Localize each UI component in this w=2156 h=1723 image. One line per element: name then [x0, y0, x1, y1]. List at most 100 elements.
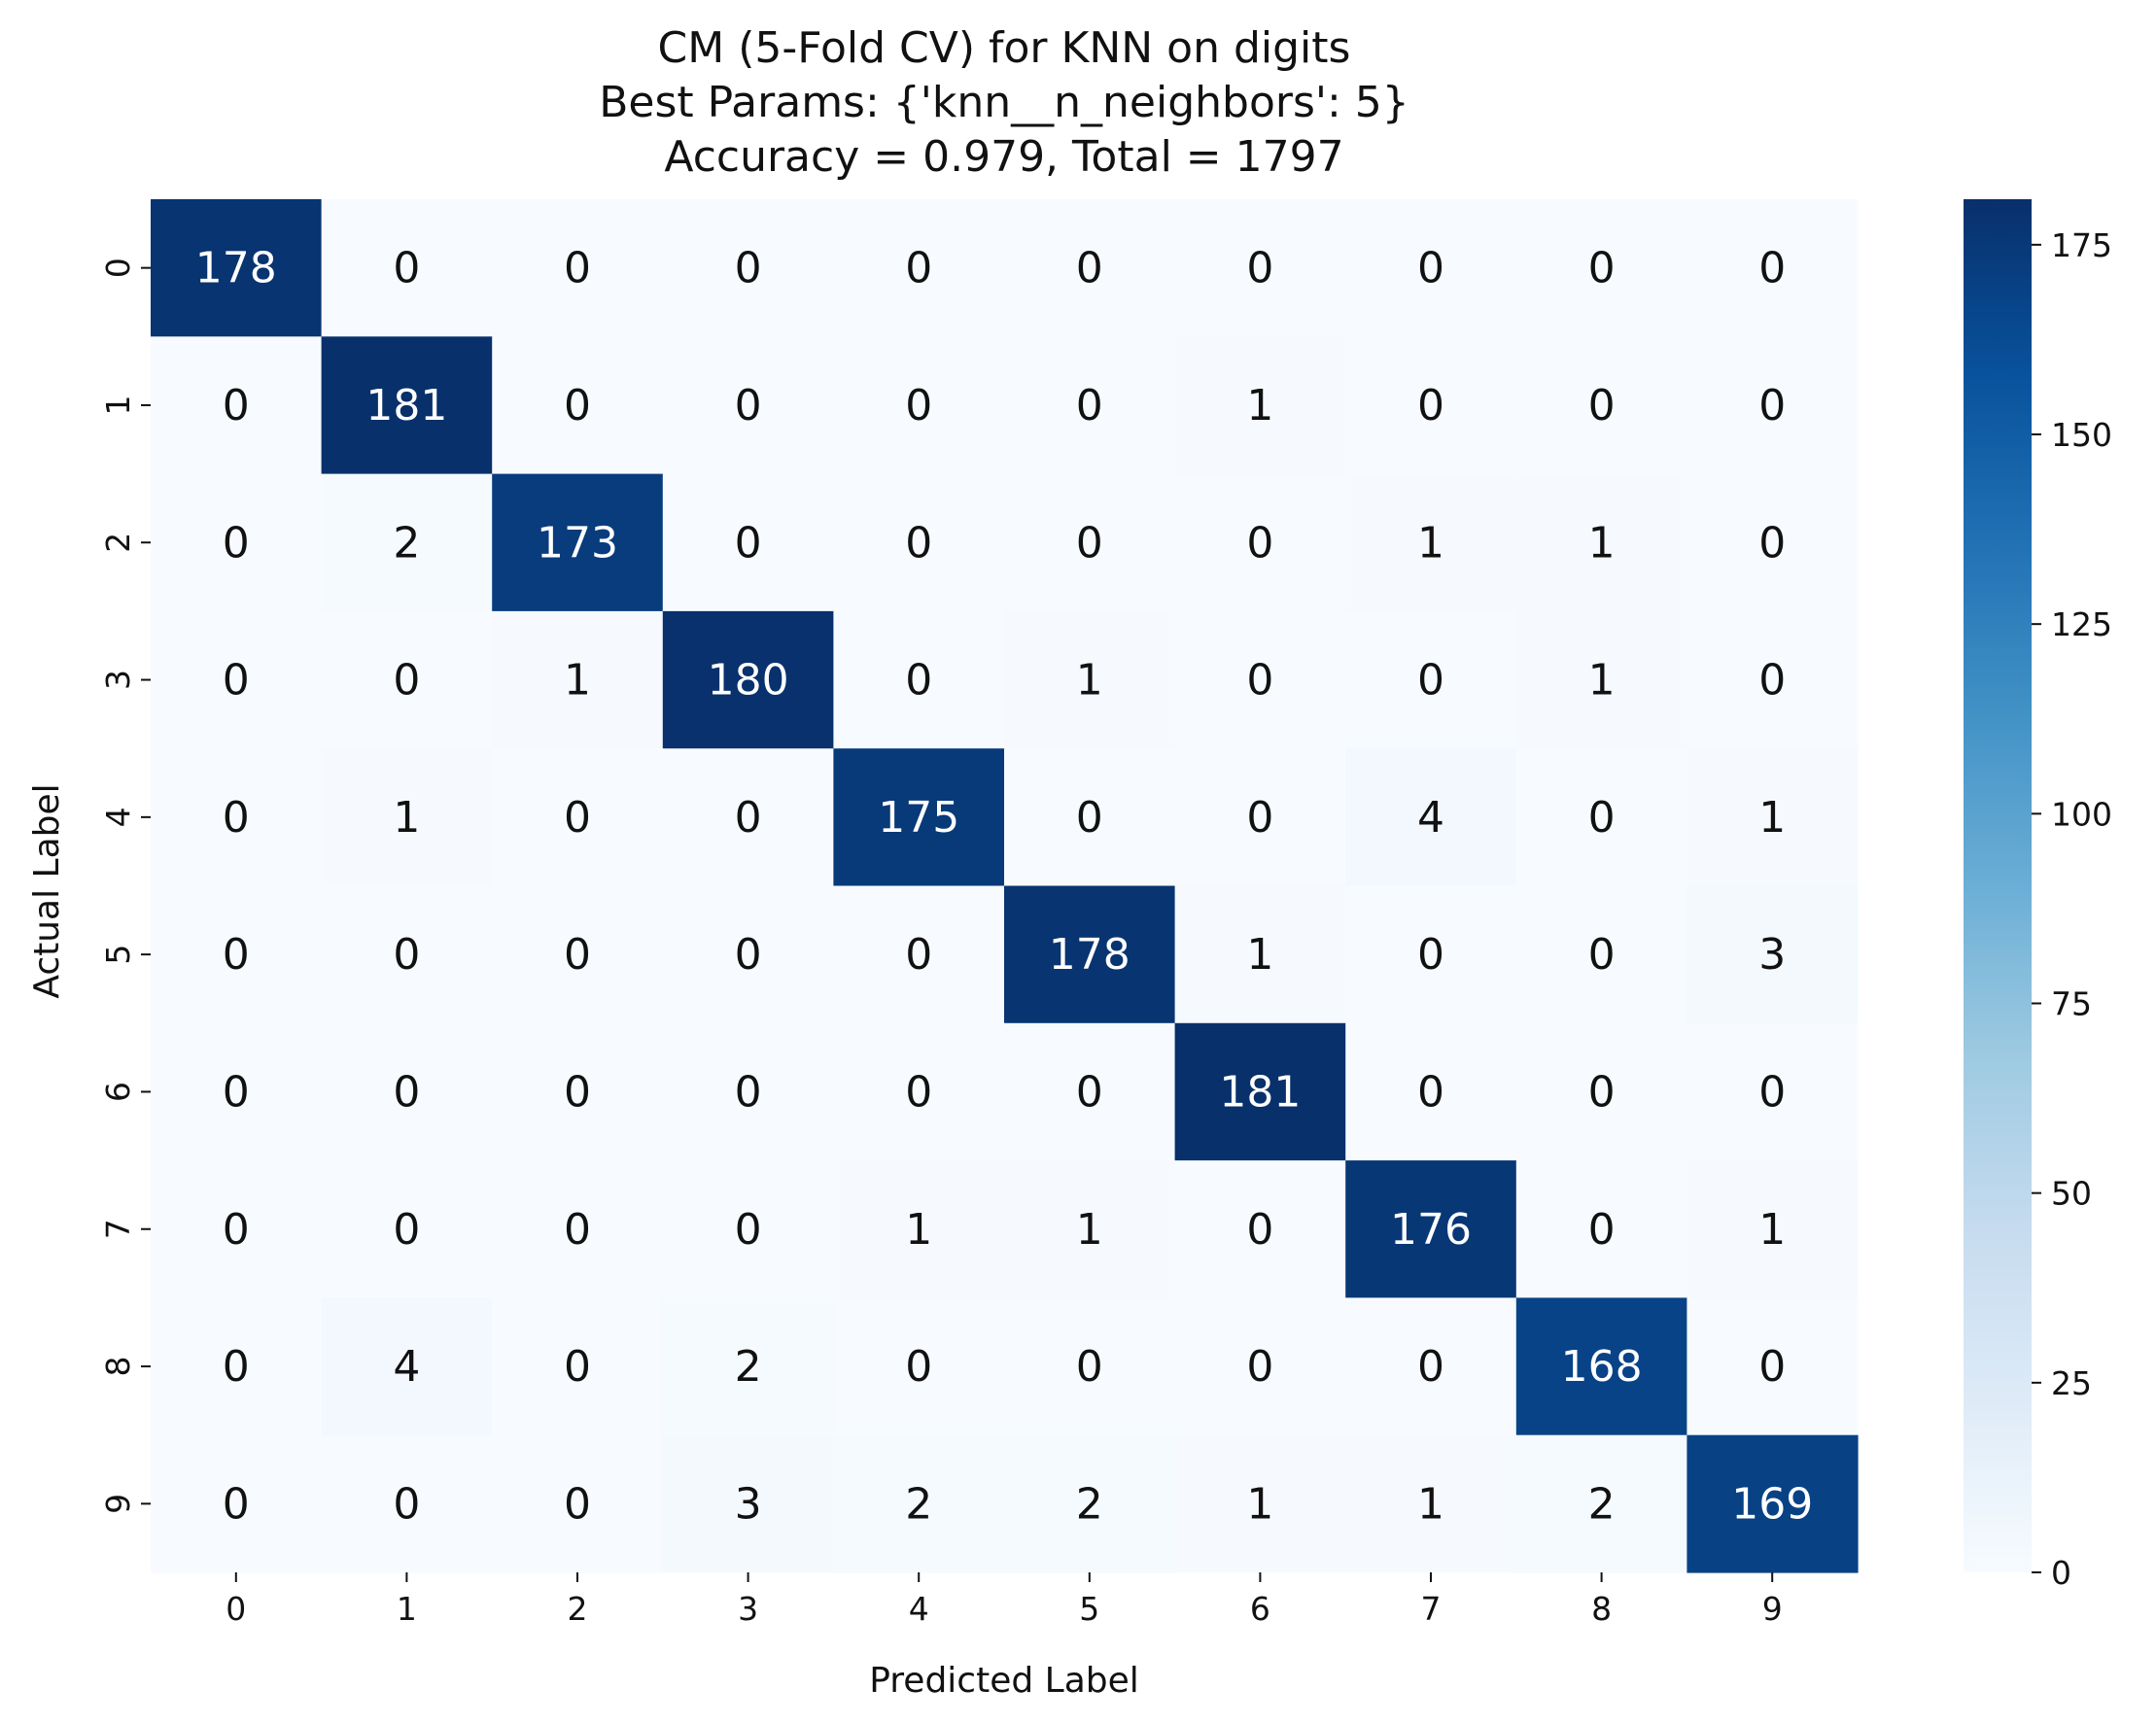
cell-value-label: 1: [564, 656, 591, 706]
cell-value-label: 2: [905, 1479, 932, 1529]
heatmap-cell: [1345, 199, 1517, 337]
cell-value-label: 0: [735, 1205, 762, 1255]
heatmap-cell: [1687, 1022, 1859, 1161]
heatmap-cell: [151, 748, 323, 887]
cell-value-label: 0: [1246, 656, 1273, 706]
heatmap-cell: [662, 1434, 834, 1573]
cell-value-label: 0: [905, 381, 932, 431]
cell-value-label: 0: [223, 381, 250, 431]
heatmap-cell: [662, 885, 834, 1024]
y-tick-label: 9: [99, 1494, 137, 1514]
cell-value-label: 0: [564, 381, 591, 431]
heatmap-cell: [1345, 1022, 1517, 1161]
heatmap-cell: [492, 473, 664, 612]
cell-value-label: 178: [1049, 930, 1130, 980]
heatmap-cell: [833, 199, 1005, 337]
cell-value-label: 0: [905, 656, 932, 706]
chart-title-line-2: Best Params: {'knn__n_neighbors': 5}: [599, 78, 1409, 127]
cell-value-label: 0: [905, 1342, 932, 1392]
heatmap-cell: [1687, 199, 1859, 337]
heatmap-cell: [833, 473, 1005, 612]
cell-value-label: 4: [393, 1342, 420, 1392]
heatmap-cell: [151, 1022, 323, 1161]
cell-value-label: 1: [1076, 1205, 1103, 1255]
heatmap-cell: [833, 1297, 1005, 1436]
cell-value-label: 178: [195, 244, 277, 293]
heatmap-cell: [1687, 336, 1859, 475]
heatmap-cell: [1004, 1297, 1176, 1436]
heatmap-cell: [662, 336, 834, 475]
colorbar-tick-label: 75: [2051, 985, 2092, 1023]
colorbar-gradient: [1964, 199, 2032, 1572]
heatmap-cell: [1345, 1160, 1517, 1298]
heatmap-cell: [1004, 610, 1176, 749]
cell-value-label: 0: [1417, 244, 1444, 293]
cell-value-label: 0: [1588, 1205, 1616, 1255]
heatmap-cell: [1515, 885, 1687, 1024]
cell-value-label: 0: [564, 244, 591, 293]
heatmap-cell: [1515, 336, 1687, 475]
cell-value-label: 0: [1588, 1067, 1616, 1117]
cell-value-label: 1: [1758, 1205, 1786, 1255]
cell-value-label: 0: [735, 244, 762, 293]
heatmap-cell: [321, 1160, 493, 1298]
y-tick-label: 5: [99, 945, 137, 965]
colorbar-tick-label: 25: [2051, 1364, 2092, 1402]
cell-value-label: 0: [564, 1479, 591, 1529]
heatmap-cell: [1174, 1297, 1346, 1436]
heatmap-cell: [321, 1434, 493, 1573]
heatmap-cell: [151, 1297, 323, 1436]
cell-value-label: 0: [735, 518, 762, 568]
heatmap-cell: [1004, 885, 1176, 1024]
cell-value-label: 0: [1417, 1342, 1444, 1392]
heatmap-cell: [833, 1160, 1005, 1298]
heatmap-cell: [1174, 1160, 1346, 1298]
cell-value-label: 0: [1588, 381, 1616, 431]
cell-value-label: 0: [1076, 793, 1103, 843]
heatmap-cell: [492, 748, 664, 887]
y-axis-label: Actual Label: [27, 783, 67, 998]
heatmap-cell: [492, 199, 664, 337]
cell-value-label: 0: [1417, 381, 1444, 431]
x-tick-label: 2: [568, 1590, 588, 1628]
heatmap-cell: [1004, 748, 1176, 887]
heatmap-cell: [662, 610, 834, 749]
x-axis-label: Predicted Label: [869, 1661, 1139, 1701]
x-tick-label: 8: [1591, 1590, 1612, 1628]
heatmap-cell: [492, 1022, 664, 1161]
x-tick-label: 7: [1421, 1590, 1442, 1628]
cell-value-label: 0: [1246, 1205, 1273, 1255]
cell-value-label: 0: [393, 1479, 420, 1529]
heatmap-cell: [492, 1160, 664, 1298]
heatmap-cell: [833, 748, 1005, 887]
heatmap-cell: [1515, 1160, 1687, 1298]
heatmap-cell: [151, 610, 323, 749]
heatmap-cell: [321, 473, 493, 612]
heatmap-cell: [1515, 199, 1687, 337]
heatmap-cell: [1515, 610, 1687, 749]
cell-value-label: 1: [1246, 1479, 1273, 1529]
y-tick-label: 6: [99, 1082, 137, 1102]
heatmap-cell: [1345, 885, 1517, 1024]
cell-value-label: 0: [1417, 656, 1444, 706]
x-tick-label: 6: [1250, 1590, 1270, 1628]
heatmap-cell: [662, 473, 834, 612]
heatmap-cell: [492, 885, 664, 1024]
cell-value-label: 1: [1246, 930, 1273, 980]
y-tick-label: 0: [99, 258, 137, 278]
cell-value-label: 0: [1758, 244, 1786, 293]
cell-value-label: 0: [905, 930, 932, 980]
heatmap-cell: [492, 1434, 664, 1573]
cell-value-label: 0: [1246, 1342, 1273, 1392]
cell-value-label: 0: [1246, 244, 1273, 293]
heatmap-cells: [151, 199, 1859, 1573]
colorbar-tick-label: 100: [2051, 795, 2112, 833]
cell-value-label: 0: [1246, 793, 1273, 843]
heatmap-cell: [833, 610, 1005, 749]
heatmap-cell: [321, 610, 493, 749]
cell-value-label: 0: [1076, 1342, 1103, 1392]
heatmap-cell: [1174, 885, 1346, 1024]
heatmap-cell: [1345, 1297, 1517, 1436]
cell-value-label: 0: [1076, 244, 1103, 293]
heatmap-cell: [151, 336, 323, 475]
